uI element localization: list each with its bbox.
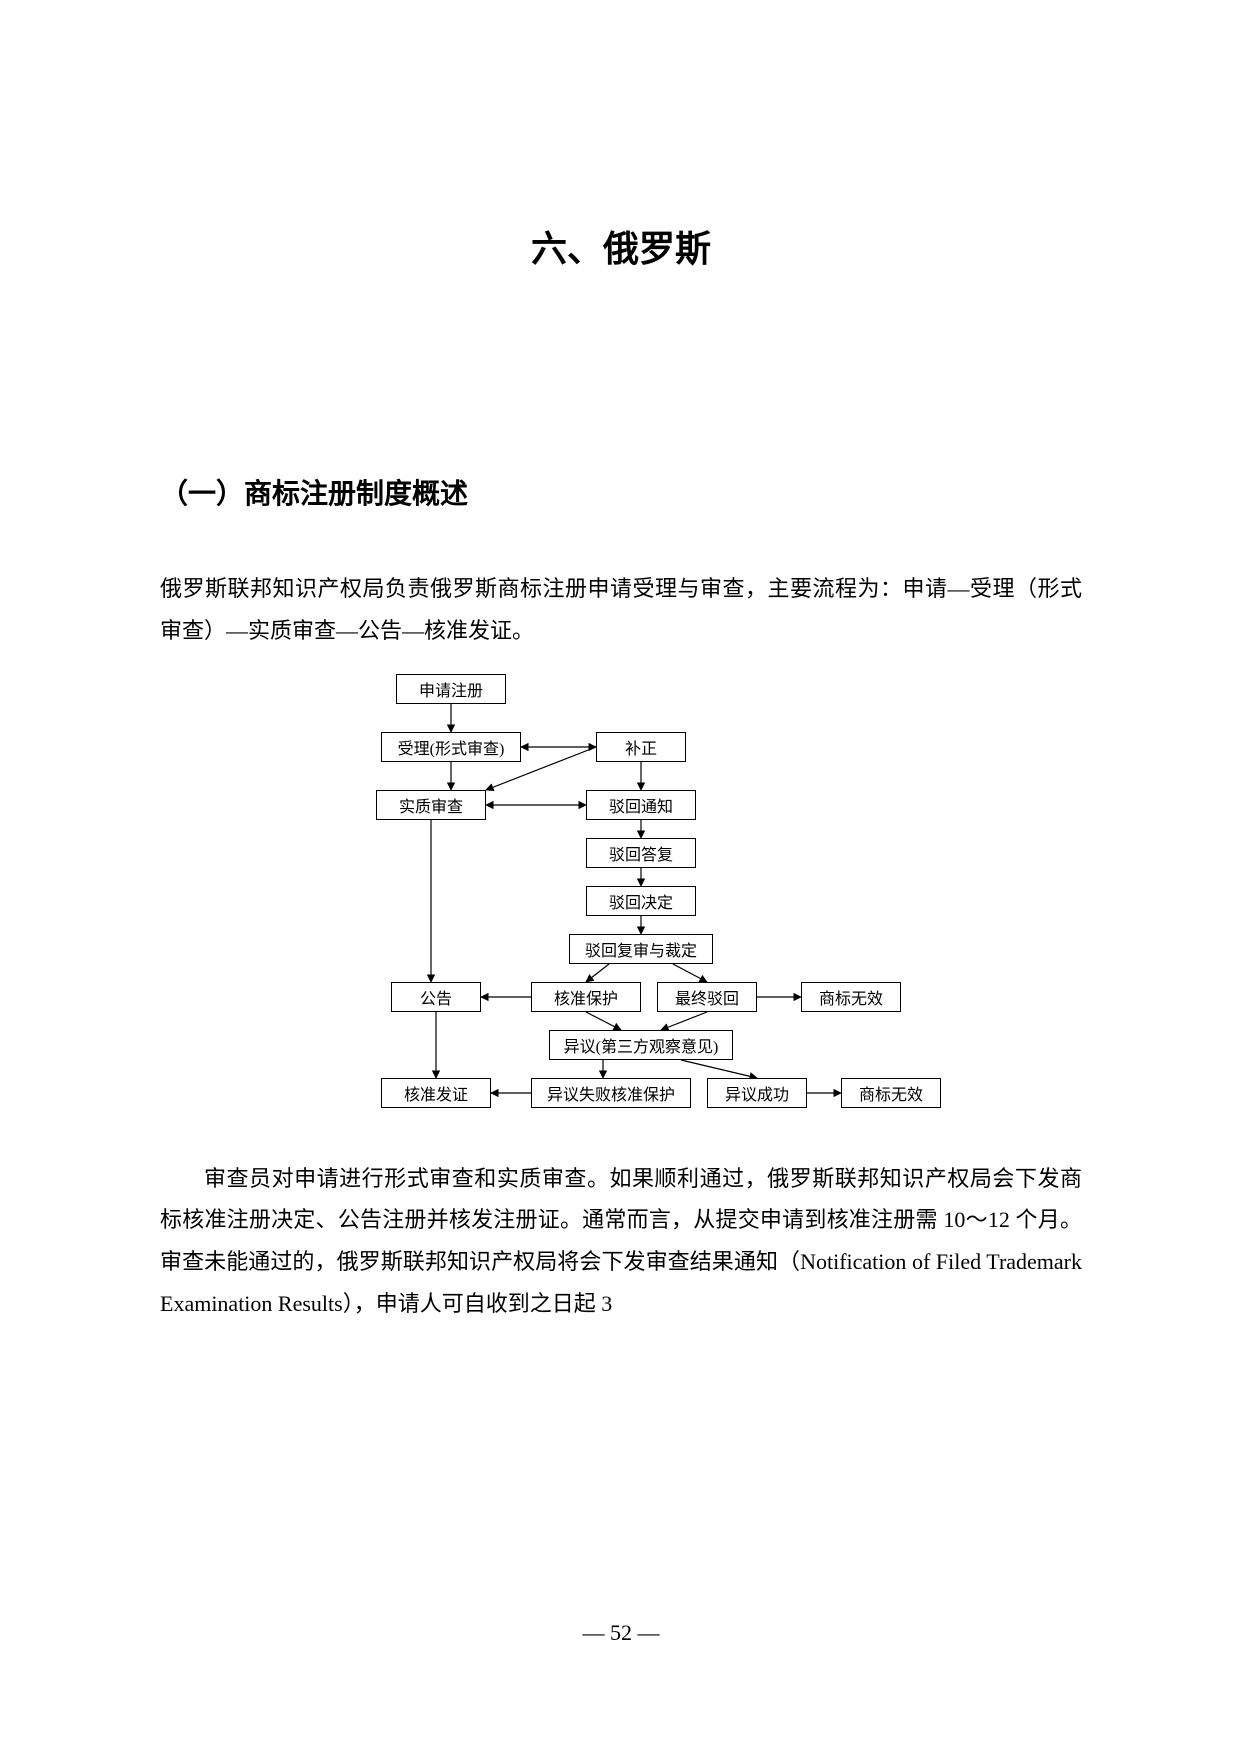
flowchart-node-approve: 核准保护 bbox=[531, 982, 641, 1012]
body-paragraph: 审查员对申请进行形式审查和实质审查。如果顺利通过，俄罗斯联邦知识产权局会下发商标… bbox=[160, 1158, 1082, 1325]
intro-paragraph: 俄罗斯联邦知识产权局负责俄罗斯商标注册申请受理与审查，主要流程为：申请—受理（形… bbox=[160, 568, 1082, 652]
flowchart-node-correct: 补正 bbox=[596, 732, 686, 762]
flowchart-node-apply: 申请注册 bbox=[396, 674, 506, 704]
flowchart-container: 申请注册受理(形式审查)补正实质审查驳回通知驳回答复驳回决定驳回复审与裁定公告核… bbox=[160, 674, 1082, 1124]
flowchart-node-rejrev: 驳回复审与裁定 bbox=[569, 934, 713, 964]
flowchart-node-finalrej: 最终驳回 bbox=[657, 982, 757, 1012]
flowchart-node-invalid1: 商标无效 bbox=[801, 982, 901, 1012]
flowchart-node-issue: 核准发证 bbox=[381, 1078, 491, 1108]
flowchart-node-oppos: 异议(第三方观察意见) bbox=[549, 1030, 733, 1060]
trademark-process-flowchart: 申请注册受理(形式审查)补正实质审查驳回通知驳回答复驳回决定驳回复审与裁定公告核… bbox=[311, 674, 931, 1124]
flowchart-node-oppfail: 异议失败核准保护 bbox=[531, 1078, 691, 1108]
flowchart-node-invalid2: 商标无效 bbox=[841, 1078, 941, 1108]
flowchart-node-rejresp: 驳回答复 bbox=[586, 838, 696, 868]
flowchart-node-rejnot: 驳回通知 bbox=[586, 790, 696, 820]
flowchart-node-notice: 公告 bbox=[391, 982, 481, 1012]
flowchart-node-oppsucc: 异议成功 bbox=[707, 1078, 807, 1108]
chapter-title: 六、俄罗斯 bbox=[160, 220, 1082, 272]
flowchart-node-rejdec: 驳回决定 bbox=[586, 886, 696, 916]
subsection-heading: （一）商标注册制度概述 bbox=[160, 472, 1082, 512]
flowchart-node-subst: 实质审查 bbox=[376, 790, 486, 820]
page-number: — 52 — bbox=[0, 1620, 1242, 1646]
flowchart-node-accept: 受理(形式审查) bbox=[381, 732, 521, 762]
